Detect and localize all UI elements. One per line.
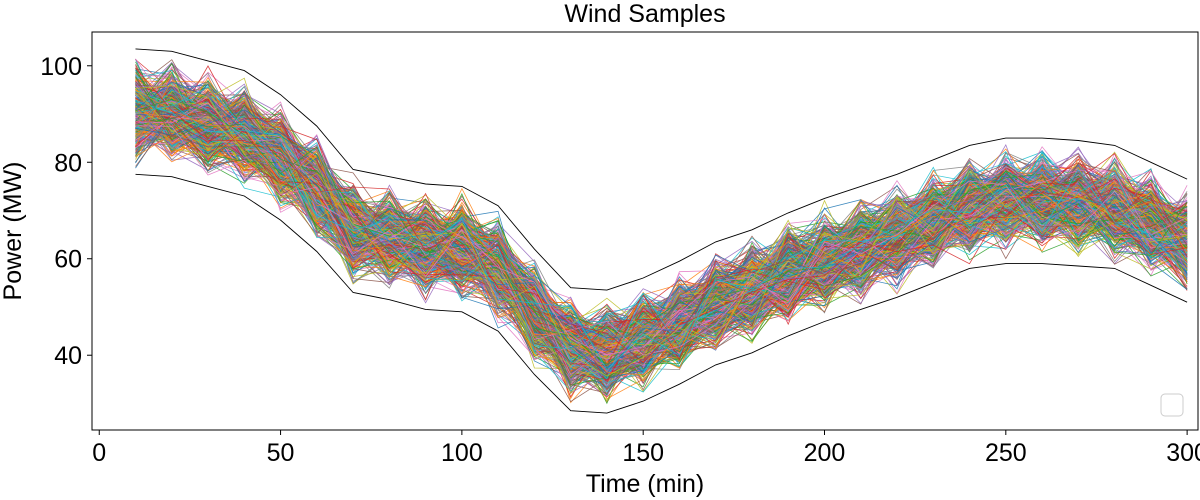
sample-series-line: [135, 120, 1188, 367]
x-axis-label: Time (min): [586, 470, 705, 498]
sample-series-line: [135, 125, 1188, 356]
x-tick-label: 100: [441, 439, 483, 467]
sample-series-line: [135, 85, 1188, 377]
sample-series-line: [135, 97, 1188, 369]
sample-series-line: [135, 81, 1188, 350]
legend-box: [1160, 393, 1184, 417]
sample-series-line: [135, 89, 1188, 376]
chart-title: Wind Samples: [564, 0, 725, 28]
sample-series-line: [135, 100, 1188, 376]
y-axis: 40 60 80 100: [40, 53, 92, 370]
sample-series-line: [135, 85, 1188, 372]
x-tick-label: 50: [267, 439, 295, 467]
y-tick-label: 60: [54, 246, 82, 274]
x-tick-label: 250: [985, 439, 1027, 467]
y-tick-label: 100: [40, 53, 82, 81]
x-tick-label: 150: [622, 439, 664, 467]
x-tick-label: 200: [804, 439, 846, 467]
sample-series-line: [135, 99, 1188, 362]
y-tick-label: 80: [54, 149, 82, 177]
x-tick-label: 0: [92, 439, 106, 467]
sample-series-line: [135, 98, 1188, 367]
y-tick-label: 40: [54, 342, 82, 370]
lower-envelope-line: [135, 173, 1188, 414]
sample-series-line: [135, 86, 1188, 371]
x-tick-label: 300: [1166, 439, 1200, 467]
sample-lines: [135, 58, 1188, 405]
sample-series-line: [135, 111, 1188, 365]
sample-series-line: [135, 90, 1188, 369]
upper-envelope-line: [135, 48, 1188, 291]
sample-series-line: [135, 91, 1188, 380]
sample-series-line: [135, 104, 1188, 365]
plot-frame: [91, 31, 1199, 431]
sample-series-line: [135, 80, 1188, 347]
sample-series-line: [135, 67, 1188, 363]
y-axis-label: Power (MW): [0, 162, 27, 301]
envelope-lines: [135, 48, 1188, 414]
x-axis: 0 50 100 150 200 250 300: [92, 430, 1200, 467]
